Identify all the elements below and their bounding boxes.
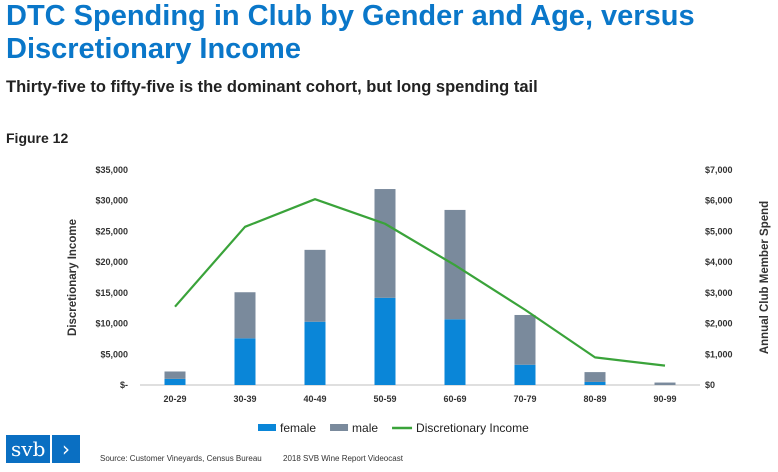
y-left-tick-label: $30,000 (95, 196, 128, 206)
page-title: DTC Spending in Club by Gender and Age, … (6, 0, 695, 65)
legend-swatch-male (330, 424, 349, 431)
x-tick-label: 70-79 (513, 394, 536, 404)
bar-female (164, 378, 186, 385)
y-left-tick-label: $15,000 (95, 288, 128, 298)
svb-logo-text: svb (6, 435, 50, 463)
x-tick-label: 50-59 (373, 394, 396, 404)
chevron-right-icon: › (52, 435, 80, 463)
y-left-tick-label: $25,000 (95, 226, 128, 236)
bar-female (444, 319, 466, 385)
bar-female (584, 381, 606, 385)
page-subtitle: Thirty-five to fifty-five is the dominan… (6, 78, 538, 96)
x-tick-label: 40-49 (303, 394, 326, 404)
x-tick-label: 20-29 (163, 394, 186, 404)
x-tick-label: 90-99 (653, 394, 676, 404)
bar-male (304, 249, 326, 322)
bar-male (164, 371, 186, 379)
legend-label-female: female (280, 421, 316, 435)
y-right-axis-title: Annual Club Member Spend (759, 201, 771, 354)
y-right-tick-label: $5,000 (705, 226, 733, 236)
bar-female (304, 321, 326, 385)
y-left-tick-label: $35,000 (95, 165, 128, 175)
y-left-tick-label: $20,000 (95, 257, 128, 267)
y-left-tick-label: $10,000 (95, 319, 128, 329)
y-left-tick-label: $- (120, 380, 128, 390)
legend-swatch-female (258, 424, 276, 431)
svb-logo: svb › (6, 435, 80, 463)
y-left-tick-label: $5,000 (100, 349, 128, 359)
line-discretionary-income (174, 198, 666, 367)
legend-label-discretionary-income: Discretionary Income (416, 421, 529, 435)
legend-label-male: male (352, 421, 378, 435)
bar-female (234, 338, 256, 385)
y-right-tick-label: $6,000 (705, 196, 733, 206)
y-right-tick-label: $3,000 (705, 288, 733, 298)
event-note: 2018 SVB Wine Report Videocast (283, 454, 403, 463)
y-right-tick-label: $4,000 (705, 257, 733, 267)
y-right-tick-label: $1,000 (705, 349, 733, 359)
figure-label: Figure 12 (6, 130, 69, 146)
bar-male (654, 382, 676, 385)
bar-male (584, 372, 606, 382)
x-tick-label: 80-89 (583, 394, 606, 404)
y-right-tick-label: $0 (705, 380, 715, 390)
bar-male (514, 314, 536, 365)
y-right-tick-label: $2,000 (705, 319, 733, 329)
bar-male (374, 189, 396, 298)
x-tick-label: 60-69 (443, 394, 466, 404)
y-left-axis-title: Discretionary Income (67, 219, 79, 336)
source-note: Source: Customer Vineyards, Census Burea… (100, 454, 262, 463)
bar-female (374, 297, 396, 385)
bar-male (234, 292, 256, 339)
x-tick-label: 30-39 (233, 394, 256, 404)
bar-female (514, 364, 536, 385)
y-right-tick-label: $7,000 (705, 165, 733, 175)
